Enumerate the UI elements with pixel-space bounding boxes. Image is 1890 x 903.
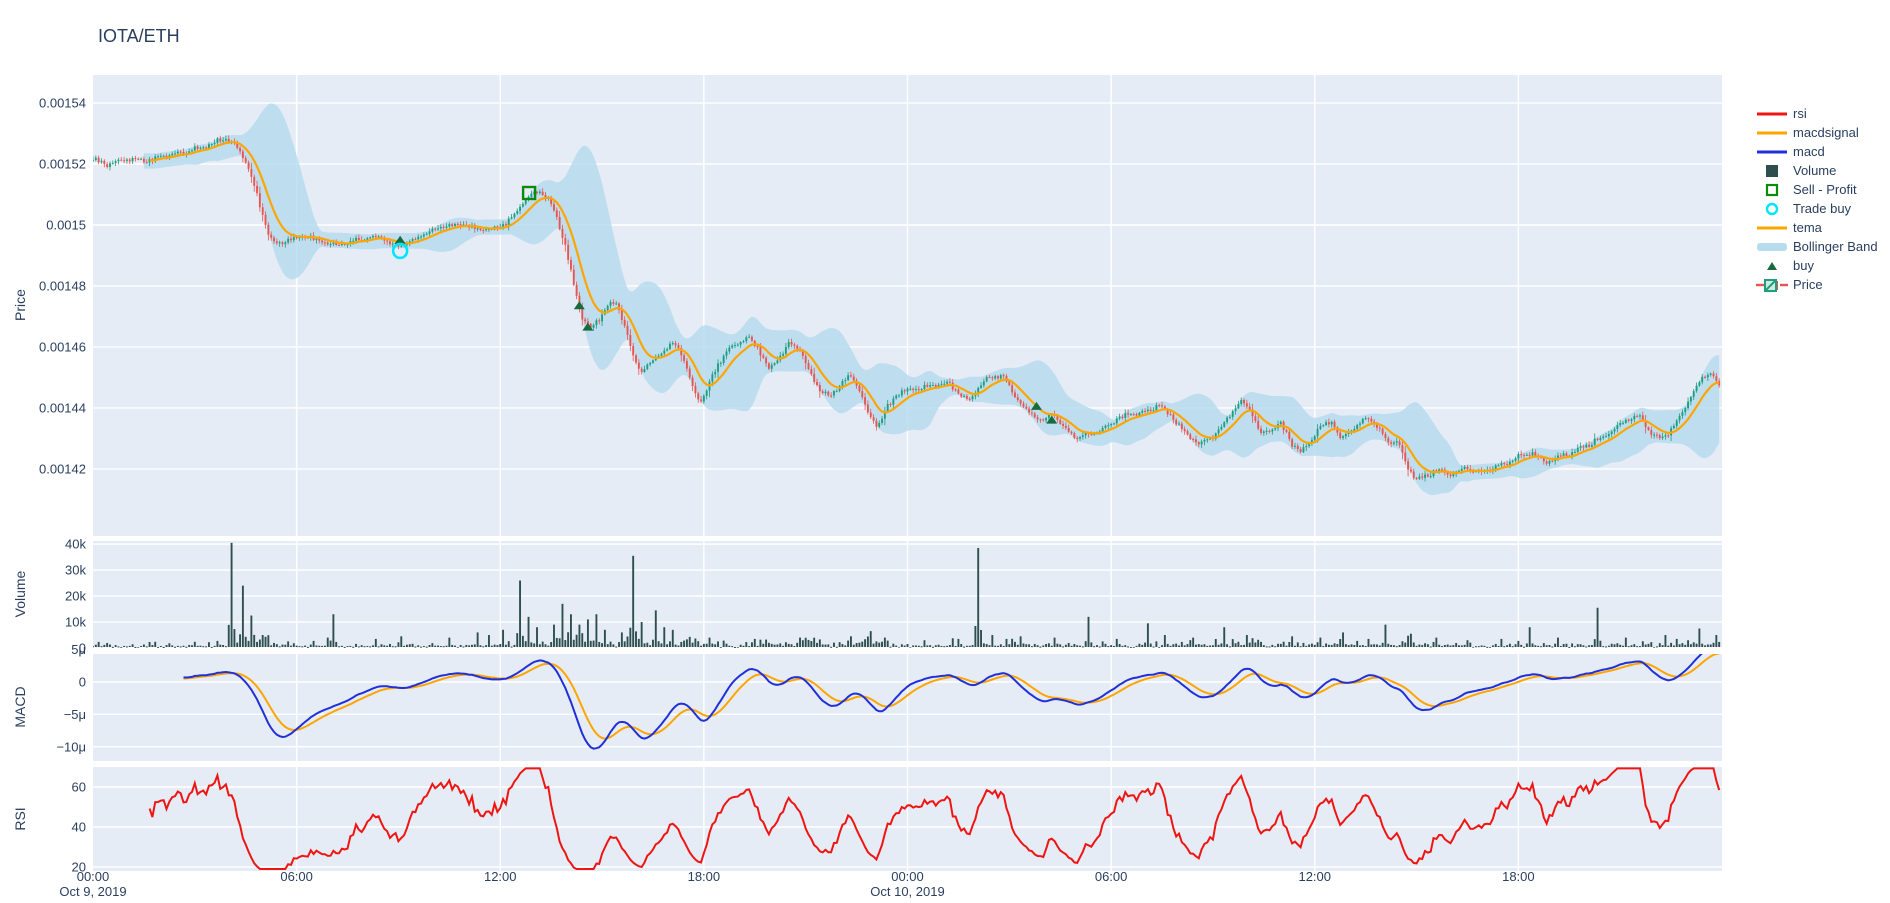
legend-band-icon bbox=[1754, 242, 1790, 252]
gridlines bbox=[93, 75, 1722, 871]
legend-item-trade-buy[interactable]: Trade buy bbox=[1754, 199, 1878, 218]
y-tick-label: 0.00146 bbox=[39, 340, 86, 355]
y-tick-label: 0 bbox=[79, 674, 86, 689]
y-tick-label: 0.00148 bbox=[39, 279, 86, 294]
y-tick-label: 20 bbox=[72, 860, 86, 875]
y-tick-label: 0.00154 bbox=[39, 96, 86, 111]
x-tick-label: 12:00 bbox=[1298, 869, 1331, 884]
volume-bars bbox=[93, 542, 1721, 648]
legend-triangle-icon bbox=[1754, 260, 1790, 272]
y-tick-label: 30k bbox=[65, 563, 86, 578]
y-tick-label: 40 bbox=[72, 820, 86, 835]
legend-item-price[interactable]: Price bbox=[1754, 275, 1878, 294]
y-tick-label: −5μ bbox=[64, 707, 86, 722]
legend-item-buy[interactable]: buy bbox=[1754, 256, 1878, 275]
macd-line bbox=[183, 654, 1703, 750]
legend-item-macd[interactable]: macd bbox=[1754, 142, 1878, 161]
trade-markers bbox=[391, 185, 1058, 424]
rsi-line bbox=[148, 767, 1721, 870]
x-tick-label: 06:00 bbox=[1095, 869, 1128, 884]
y-tick-label: 0.00144 bbox=[39, 400, 86, 415]
legend-label: Sell - Profit bbox=[1793, 182, 1857, 197]
legend-item-rsi[interactable]: rsi bbox=[1754, 104, 1878, 123]
legend-label: Volume bbox=[1793, 163, 1837, 178]
y-tick-label: 10k bbox=[65, 615, 86, 630]
y-tick-label: 40k bbox=[65, 537, 86, 552]
legend-item-tema[interactable]: tema bbox=[1754, 218, 1878, 237]
legend-line-icon bbox=[1754, 111, 1790, 117]
macd-panel bbox=[183, 654, 1720, 750]
y-tick-label: 5μ bbox=[71, 642, 86, 657]
legend-label: Price bbox=[1793, 277, 1823, 292]
legend: rsi macdsignal macd Volume Sell - Profit Trad… bbox=[1754, 104, 1878, 294]
y-tick-label: −10μ bbox=[56, 739, 86, 754]
legend-circle-open-icon bbox=[1754, 202, 1790, 216]
y-tick-label: 20k bbox=[65, 589, 86, 604]
buy-marker[interactable] bbox=[1046, 415, 1058, 424]
legend-label: macdsignal bbox=[1793, 125, 1859, 140]
buy-marker[interactable] bbox=[582, 322, 594, 331]
x-date-label: Oct 9, 2019 bbox=[59, 884, 126, 899]
y-tick-label: 0.00152 bbox=[39, 157, 86, 172]
buy-marker[interactable] bbox=[394, 235, 406, 244]
y-tick-label: 60 bbox=[72, 780, 86, 795]
legend-line-icon bbox=[1754, 130, 1790, 136]
trade-buy-marker[interactable] bbox=[391, 242, 409, 260]
sell-profit-marker[interactable] bbox=[521, 185, 537, 201]
y-tick-label: 0.00142 bbox=[39, 461, 86, 476]
rsi-panel bbox=[148, 767, 1721, 870]
buy-marker[interactable] bbox=[1030, 401, 1042, 410]
legend-label: buy bbox=[1793, 258, 1814, 273]
legend-square-icon bbox=[1754, 164, 1790, 178]
legend-label: macd bbox=[1793, 144, 1825, 159]
legend-line-icon bbox=[1754, 149, 1790, 155]
legend-item-macdsignal[interactable]: macdsignal bbox=[1754, 123, 1878, 142]
legend-label: tema bbox=[1793, 220, 1822, 235]
x-tick-label: 00:00 bbox=[891, 869, 924, 884]
x-tick-label: 00:00 bbox=[77, 869, 110, 884]
legend-label: rsi bbox=[1793, 106, 1807, 121]
legend-candle-icon bbox=[1754, 277, 1790, 293]
price-panel bbox=[93, 103, 1721, 496]
y-tick-label: 0 bbox=[79, 641, 86, 656]
buy-marker[interactable] bbox=[573, 301, 585, 310]
page-title: IOTA/ETH bbox=[98, 26, 180, 46]
legend-item-bollinger-band[interactable]: Bollinger Band bbox=[1754, 237, 1878, 256]
tema-line bbox=[149, 141, 1720, 474]
x-tick-label: 18:00 bbox=[688, 869, 721, 884]
legend-item-sell-profit[interactable]: Sell - Profit bbox=[1754, 180, 1878, 199]
legend-item-volume[interactable]: Volume bbox=[1754, 161, 1878, 180]
macdsignal-line bbox=[183, 654, 1720, 740]
x-tick-label: 18:00 bbox=[1502, 869, 1535, 884]
axis-tick-labels: 0.00154 0.00152 0.0015 0.00148 0.00146 0.0014… bbox=[39, 96, 1535, 899]
y-tick-label: 0.0015 bbox=[46, 218, 86, 233]
legend-line-icon bbox=[1754, 225, 1790, 231]
legend-square-open-icon bbox=[1754, 183, 1790, 197]
x-tick-label: 12:00 bbox=[484, 869, 517, 884]
legend-label: Trade buy bbox=[1793, 201, 1852, 216]
x-tick-label: 06:00 bbox=[280, 869, 313, 884]
x-date-label: Oct 10, 2019 bbox=[870, 884, 944, 899]
legend-label: Bollinger Band bbox=[1793, 239, 1878, 254]
